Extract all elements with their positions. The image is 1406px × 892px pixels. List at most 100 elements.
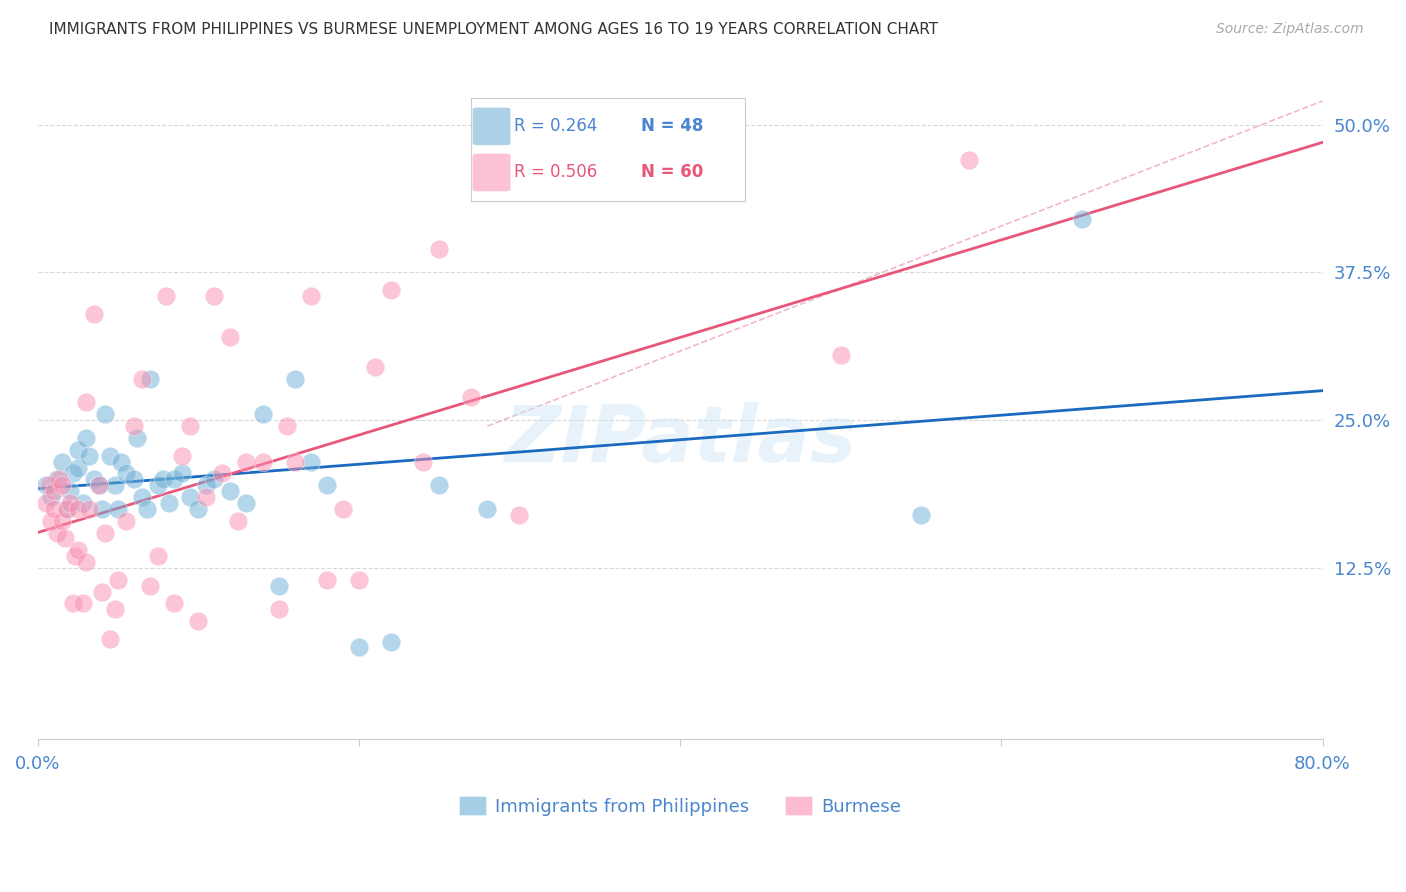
Point [42, 502, 65, 516]
Point [66, 543, 89, 558]
Point [75, 555, 97, 569]
Point [299, 454, 322, 468]
Text: R = 0.264: R = 0.264 [513, 118, 598, 136]
Text: R = 0.506: R = 0.506 [513, 163, 596, 181]
Point [276, 419, 298, 434]
Point [267, 579, 290, 593]
Point [364, 359, 387, 374]
Point [63, 549, 86, 564]
Point [48, 472, 70, 486]
Text: N = 60: N = 60 [641, 163, 703, 181]
Point [211, 467, 233, 481]
Point [90, 502, 112, 516]
Point [35, 478, 58, 492]
Point [477, 502, 499, 516]
Point [219, 330, 242, 344]
Point [252, 454, 274, 468]
Point [187, 502, 209, 516]
Point [62, 597, 84, 611]
Point [163, 472, 186, 486]
Point [94, 407, 117, 421]
Point [115, 514, 138, 528]
Point [347, 573, 370, 587]
Point [179, 419, 201, 434]
Point [332, 502, 354, 516]
Point [202, 289, 225, 303]
Point [284, 372, 307, 386]
Point [66, 442, 89, 457]
Point [110, 454, 132, 468]
Point [72, 496, 94, 510]
Point [179, 490, 201, 504]
Point [1070, 212, 1092, 227]
Point [172, 467, 194, 481]
Point [77, 502, 100, 516]
Point [252, 407, 274, 421]
Point [66, 502, 89, 516]
Text: IMMIGRANTS FROM PHILIPPINES VS BURMESE UNEMPLOYMENT AMONG AGES 16 TO 19 YEARS CO: IMMIGRANTS FROM PHILIPPINES VS BURMESE U… [49, 22, 938, 37]
Point [957, 153, 980, 167]
Point [202, 472, 225, 486]
FancyBboxPatch shape [472, 153, 510, 192]
Point [72, 597, 94, 611]
Point [508, 508, 530, 522]
Point [62, 467, 84, 481]
Point [75, 395, 97, 409]
Point [46, 525, 69, 540]
Point [299, 289, 322, 303]
Point [235, 454, 257, 468]
Point [830, 348, 852, 362]
Point [219, 484, 242, 499]
Point [122, 419, 145, 434]
Point [55, 502, 77, 516]
Point [127, 431, 149, 445]
Point [267, 602, 290, 616]
Point [131, 372, 153, 386]
Point [90, 584, 112, 599]
Text: Source: ZipAtlas.com: Source: ZipAtlas.com [1216, 22, 1364, 37]
Point [146, 478, 169, 492]
Point [135, 502, 157, 516]
Point [66, 460, 89, 475]
Point [107, 573, 129, 587]
Point [55, 502, 77, 516]
Point [146, 549, 169, 564]
Point [94, 525, 117, 540]
Point [35, 496, 58, 510]
Text: N = 48: N = 48 [641, 118, 703, 136]
Point [51, 454, 73, 468]
Point [83, 472, 105, 486]
Point [235, 496, 257, 510]
Point [155, 289, 177, 303]
Point [427, 478, 450, 492]
Point [139, 372, 162, 386]
Point [39, 490, 62, 504]
Point [315, 573, 337, 587]
Point [87, 478, 110, 492]
Point [83, 307, 105, 321]
Point [139, 579, 162, 593]
Point [187, 614, 209, 628]
Point [87, 478, 110, 492]
Point [669, 183, 692, 197]
Point [104, 602, 127, 616]
Point [460, 390, 482, 404]
Point [51, 478, 73, 492]
Point [195, 490, 218, 504]
Point [157, 496, 180, 510]
Point [315, 478, 337, 492]
Point [104, 478, 127, 492]
Point [427, 242, 450, 256]
Point [131, 490, 153, 504]
FancyBboxPatch shape [472, 107, 510, 145]
Point [38, 478, 60, 492]
Point [115, 467, 138, 481]
Legend: Immigrants from Philippines, Burmese: Immigrants from Philippines, Burmese [451, 789, 908, 823]
Point [46, 472, 69, 486]
Point [284, 454, 307, 468]
Point [122, 472, 145, 486]
Point [59, 484, 82, 499]
Point [98, 449, 121, 463]
Point [152, 472, 174, 486]
Point [77, 449, 100, 463]
